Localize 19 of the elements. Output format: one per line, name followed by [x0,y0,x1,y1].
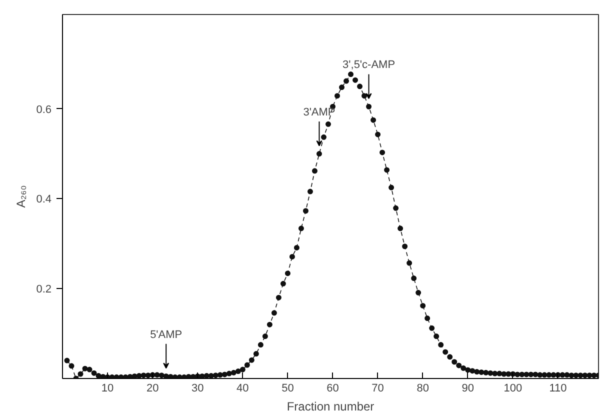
x-tick-label: 100 [504,382,522,394]
x-tick-label: 90 [462,382,474,394]
x-tick-label: 110 [549,382,567,394]
x-tick-label: 30 [192,382,204,394]
y-axis-title: A₂₆₀ [14,185,28,208]
y-tick-label: 0.4 [36,194,52,206]
x-tick-label: 80 [416,382,429,394]
annotation: 5'AMP [150,328,182,341]
annotation: 3',5'c-AMP [342,59,396,72]
y-tick-label: 0.6 [36,104,52,116]
x-axis-title: Fraction number [286,400,374,414]
x-tick-label: 70 [372,382,384,394]
x-tick-label: 50 [282,382,294,394]
y-tick-label: 0.2 [36,284,52,296]
x-tick-label: 60 [326,382,339,394]
x-tick-label: 40 [236,382,249,394]
x-tick-label: 20 [146,382,159,394]
annotation: 3'AMP [303,106,336,118]
x-tick-label: 10 [101,382,114,394]
